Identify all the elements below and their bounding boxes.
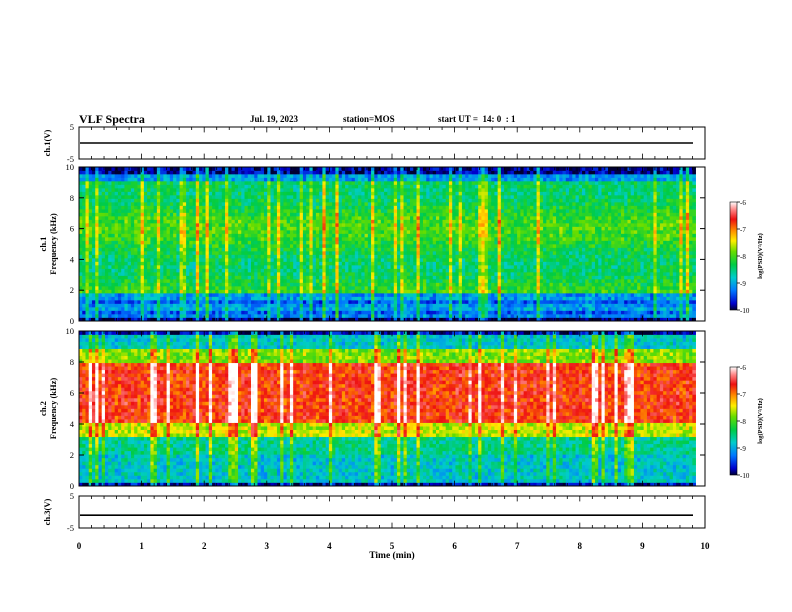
ch2-spectrogram-colorbar-tick-label: -8 bbox=[740, 418, 746, 426]
ch1-spectrogram-colorbar-label: log(PSD)(V²/Hz) bbox=[757, 233, 764, 279]
station-label: station=MOS bbox=[343, 114, 395, 124]
ch1-spectrogram-ytick-label: 0 bbox=[70, 316, 74, 326]
ch1-spectrogram-ytick-label: 4 bbox=[70, 254, 75, 264]
ch2-spectrogram-colorbar-tick-label: -6 bbox=[740, 364, 746, 372]
ch2-spectrogram-ylabel-frequency: Frequency (kHz) bbox=[48, 378, 58, 440]
ch2-spectrogram-colorbar-tick-label: -10 bbox=[740, 472, 750, 480]
ch1-waveform-ylabel: ch.1(V) bbox=[42, 129, 52, 156]
start-ut-label: start UT = 14: 0 : 1 bbox=[438, 114, 516, 124]
x-tick-label: 0 bbox=[77, 541, 82, 551]
x-tick-label: 8 bbox=[578, 541, 583, 551]
ch1-spectrogram-colorbar-tick-label: -10 bbox=[740, 307, 750, 315]
ch2-spectrogram-ytick-label: 6 bbox=[70, 388, 74, 398]
ch2-spectrogram-ylabel-channel: ch.2 bbox=[38, 401, 48, 416]
x-tick-label: 10 bbox=[701, 541, 711, 551]
ch1-spectrogram-ylabel-channel: ch.1 bbox=[38, 237, 48, 252]
ch1-spectrogram-colorbar-tick-label: -8 bbox=[740, 253, 746, 261]
ch1-spectrogram-colorbar-tick-label: -6 bbox=[740, 199, 746, 207]
x-tick-label: 4 bbox=[327, 541, 332, 551]
x-tick-label: 2 bbox=[202, 541, 207, 551]
ch2-spectrogram-ytick-label: 10 bbox=[66, 326, 75, 336]
date-label: Jul. 19, 2023 bbox=[250, 114, 299, 124]
x-tick-label: 6 bbox=[452, 541, 457, 551]
ch1-waveform-ytick-label: -5 bbox=[67, 154, 74, 164]
x-tick-label: 1 bbox=[139, 541, 144, 551]
ch2-spectrogram-colorbar-label: log(PSD)(V²/Hz) bbox=[757, 398, 764, 444]
ch3-waveform-ytick-label: 5 bbox=[70, 491, 74, 501]
ch2-spectrogram-ytick-label: 4 bbox=[70, 419, 75, 429]
ch2-spectrogram-cells bbox=[79, 331, 696, 487]
ch1-spectrogram-ytick-label: 8 bbox=[70, 193, 74, 203]
x-tick-label: 9 bbox=[640, 541, 645, 551]
ch2-spectrogram-ytick-label: 8 bbox=[70, 357, 74, 367]
x-tick-label: 7 bbox=[515, 541, 520, 551]
ch1-waveform-ytick-label: 5 bbox=[70, 122, 74, 132]
ch2-spectrogram-colorbar-tick-label: -7 bbox=[740, 391, 746, 399]
ch3-waveform-ytick-label: -5 bbox=[67, 523, 74, 533]
ch3-waveform-ylabel: ch.3(V) bbox=[42, 498, 52, 525]
ch2-spectrogram-colorbar-tick-label: -9 bbox=[740, 445, 746, 453]
ch1-spectrogram-colorbar-tick-label: -7 bbox=[740, 226, 746, 234]
ch2-spectrogram-ytick-label: 2 bbox=[70, 450, 74, 460]
ch1-spectrogram-ytick-label: 6 bbox=[70, 224, 74, 234]
x-tick-label: 3 bbox=[265, 541, 270, 551]
ch2-spectrogram-colorbar bbox=[729, 366, 738, 476]
ch1-spectrogram-colorbar bbox=[729, 201, 738, 311]
ch2-spectrogram-ytick-label: 0 bbox=[70, 481, 74, 491]
ch1-spectrogram-colorbar-tick-label: -9 bbox=[740, 280, 746, 288]
x-tick-label: 5 bbox=[390, 541, 395, 551]
figure-title: VLF Spectra bbox=[79, 112, 145, 126]
ch1-spectrogram-ytick-label: 10 bbox=[66, 162, 75, 172]
ch1-spectrogram-ylabel-frequency: Frequency (kHz) bbox=[48, 213, 58, 275]
ch1-spectrogram-cells bbox=[79, 167, 696, 322]
x-axis-label: Time (min) bbox=[369, 550, 414, 561]
ch1-spectrogram-ytick-label: 2 bbox=[70, 285, 74, 295]
